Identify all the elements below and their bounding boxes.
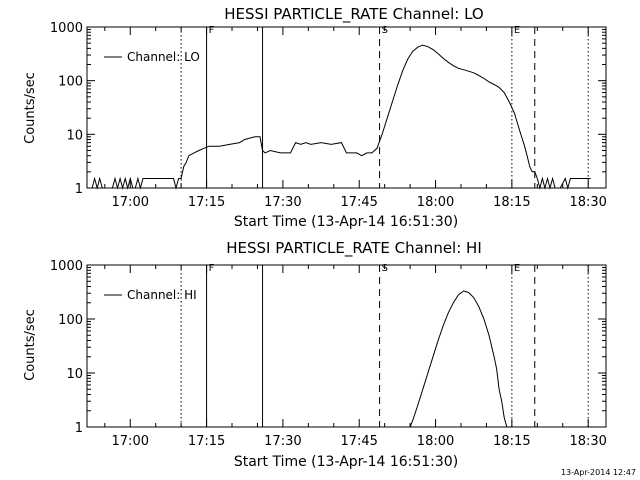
x-tick-label: 17:15 [188,434,225,449]
y-axis-label-hi: Counts/sec [23,309,38,381]
x-tick-label: 18:00 [417,195,454,210]
x-tick-label: 17:00 [112,195,149,210]
x-tick-label: 18:00 [417,434,454,449]
x-tick-label: 17:45 [340,195,377,210]
x-tick-label: 18:15 [493,195,530,210]
panel-lo: HESSI PARTICLE_RATE Channel: LO Start Ti… [23,5,607,230]
legend-label: Channel: HI [127,288,197,302]
plot-frame [86,264,607,428]
footer-timestamp: 13-Apr-2014 12:47 [561,468,636,477]
plot-area-hi: FSE17:0017:1517:3017:4518:0018:1518:3011… [50,259,607,449]
x-tick-label: 18:30 [569,434,606,449]
series-line-hi [409,290,508,428]
event-marker-label: F [209,25,215,36]
chart-title-lo: HESSI PARTICLE_RATE Channel: LO [224,5,483,24]
plot-area-lo: FSE17:0017:1517:3017:4518:0018:1518:3011… [50,21,607,210]
x-tick-label: 18:30 [569,195,606,210]
series-line-lo [87,44,591,190]
y-tick-label: 100 [58,313,83,328]
event-marker-label: E [514,25,520,36]
x-tick-label: 17:30 [264,434,301,449]
chart-title-hi: HESSI PARTICLE_RATE Channel: HI [226,239,482,258]
y-tick-label: 10 [66,367,83,382]
y-tick-label: 1 [75,182,83,197]
event-marker-label: F [209,263,215,274]
x-axis-label-lo: Start Time (13-Apr-14 16:51:30) [234,214,458,230]
x-tick-label: 17:30 [264,195,301,210]
x-tick-label: 17:15 [188,195,225,210]
x-tick-label: 18:15 [493,434,530,449]
panel-hi: HESSI PARTICLE_RATE Channel: HI Start Ti… [23,239,607,470]
y-tick-label: 10 [66,128,83,143]
y-tick-label: 1 [75,421,83,436]
plot-frame [86,26,607,189]
y-tick-label: 1000 [50,259,83,274]
x-tick-label: 17:00 [112,434,149,449]
y-tick-label: 1000 [50,21,83,36]
x-axis-label-hi: Start Time (13-Apr-14 16:51:30) [234,454,458,470]
event-marker-label: E [514,263,520,274]
y-tick-label: 100 [58,75,83,90]
x-tick-label: 17:45 [340,434,377,449]
legend-label: Channel: LO [127,50,200,64]
y-axis-label-lo: Counts/sec [23,72,38,144]
